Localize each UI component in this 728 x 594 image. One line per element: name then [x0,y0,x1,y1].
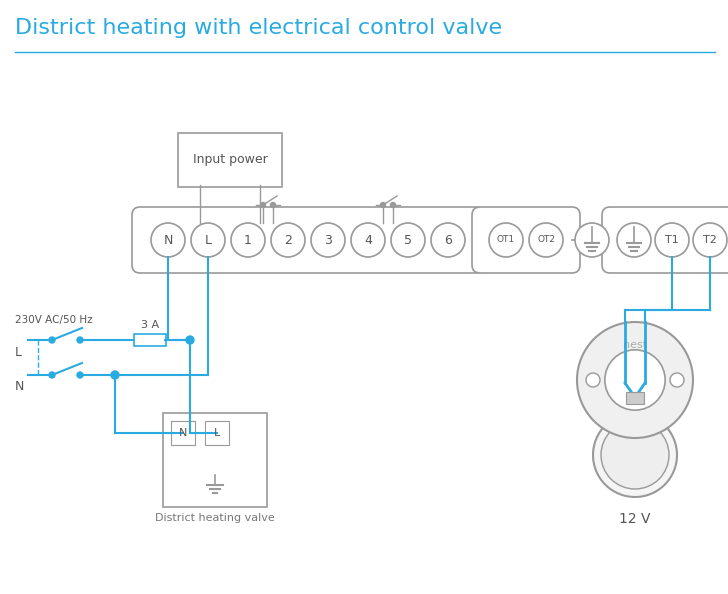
Text: OT2: OT2 [537,235,555,245]
Text: 1: 1 [244,233,252,247]
Circle shape [311,223,345,257]
FancyBboxPatch shape [626,392,644,404]
Circle shape [655,223,689,257]
Text: 3 A: 3 A [141,320,159,330]
Circle shape [593,413,677,497]
Text: District heating valve: District heating valve [155,513,275,523]
Text: Input power: Input power [193,153,267,166]
Circle shape [186,336,194,344]
Circle shape [575,223,609,257]
Circle shape [271,203,275,207]
Circle shape [111,371,119,379]
Circle shape [489,223,523,257]
Circle shape [381,203,386,207]
Circle shape [617,223,651,257]
Circle shape [693,223,727,257]
Circle shape [431,223,465,257]
Circle shape [390,203,395,207]
FancyBboxPatch shape [132,207,483,273]
Text: N: N [163,233,173,247]
Circle shape [670,373,684,387]
Circle shape [601,421,669,489]
Circle shape [77,372,83,378]
Text: T2: T2 [703,235,717,245]
Text: nest: nest [625,455,646,465]
Text: N: N [179,428,187,438]
Text: nest: nest [623,340,647,350]
Text: L: L [15,346,22,359]
Circle shape [261,203,266,207]
Text: N: N [15,381,24,393]
Text: 4: 4 [364,233,372,247]
Circle shape [231,223,265,257]
Text: 5: 5 [404,233,412,247]
Text: T1: T1 [665,235,679,245]
Circle shape [49,372,55,378]
FancyBboxPatch shape [602,207,728,273]
FancyBboxPatch shape [134,334,166,346]
Text: 2: 2 [284,233,292,247]
Text: 12 V: 12 V [620,512,651,526]
Text: L: L [214,428,220,438]
Circle shape [586,373,600,387]
Circle shape [151,223,185,257]
Circle shape [529,223,563,257]
FancyBboxPatch shape [178,133,282,187]
FancyBboxPatch shape [163,413,267,507]
Circle shape [49,337,55,343]
Circle shape [77,337,83,343]
Circle shape [351,223,385,257]
Circle shape [605,350,665,410]
Circle shape [191,223,225,257]
Text: 6: 6 [444,233,452,247]
Text: L: L [205,233,212,247]
FancyBboxPatch shape [171,421,195,445]
Circle shape [271,223,305,257]
Text: 230V AC/50 Hz: 230V AC/50 Hz [15,315,92,325]
Text: District heating with electrical control valve: District heating with electrical control… [15,18,502,38]
Text: 3: 3 [324,233,332,247]
FancyBboxPatch shape [205,421,229,445]
Circle shape [391,223,425,257]
Text: OT1: OT1 [497,235,515,245]
Circle shape [577,322,693,438]
FancyBboxPatch shape [472,207,580,273]
